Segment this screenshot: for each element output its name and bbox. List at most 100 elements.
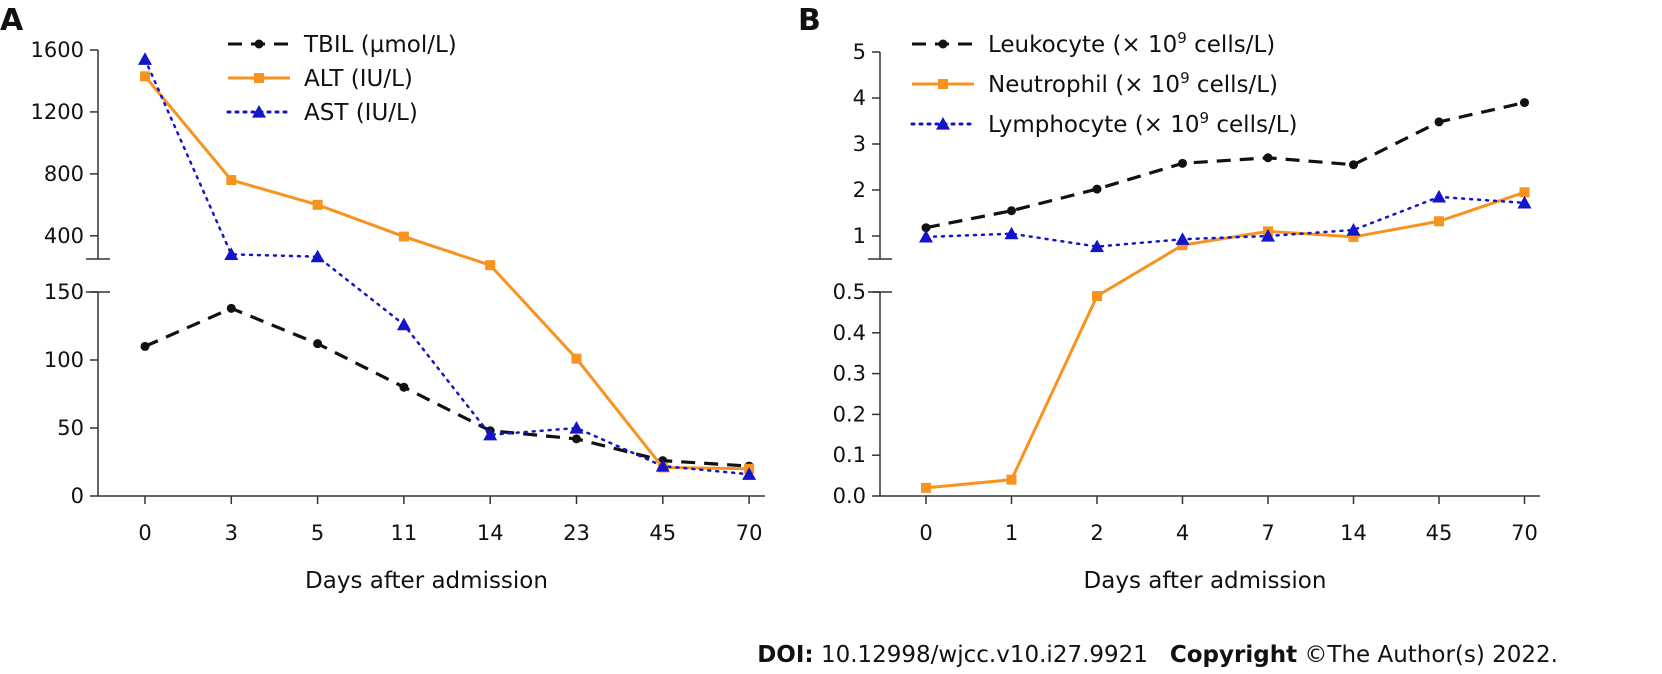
panel-a-legend-label: TBIL (µmol/L) — [303, 32, 457, 58]
panel-b-point — [1348, 231, 1359, 242]
panel-b-series-line-0 — [925, 101, 1525, 230]
panel-a-legend-marker — [252, 105, 266, 118]
panel-b-y-tick-label: 1 — [853, 224, 866, 248]
panel-b-point — [1177, 240, 1188, 251]
panel-a-point — [398, 231, 409, 242]
panel-b-y-tick-label: 0.5 — [833, 280, 866, 304]
panel-a-point — [399, 382, 409, 392]
panel-a-point — [140, 71, 150, 82]
panel-a-y-tick-label: 150 — [44, 280, 84, 304]
panel-b-legend-marker — [938, 39, 948, 49]
panel-a-letter: A — [0, 3, 24, 38]
panel-a-y-tick-label: 800 — [44, 162, 84, 186]
panel-b-legend-marker — [938, 79, 948, 89]
panel-b-point — [1263, 153, 1273, 163]
panel-b-point — [1092, 184, 1102, 194]
panel-a-series-line-0 — [144, 306, 750, 468]
panel-b-point — [1261, 229, 1275, 242]
panel-a-point — [138, 52, 152, 65]
panel-b-y-tick-label: 0.2 — [833, 402, 866, 426]
panel-b-point — [1432, 189, 1446, 203]
panel-b-y-tick-label: 2 — [853, 178, 866, 202]
panel-b-point — [1434, 117, 1444, 127]
panel-b-x-tick-label: 0 — [919, 521, 932, 545]
panel-a-point — [226, 303, 236, 313]
panel-a-point — [485, 260, 496, 271]
panel-b-x-tick-label: 1 — [1005, 521, 1018, 545]
panel-b-legend-entry: Leukocyte (× 109 cells/L) — [912, 29, 1275, 58]
panel-a-x-tick-label: 5 — [311, 521, 324, 545]
panel-a-chart: A 0 50 100 150 400 800 1200 1600 0 3 5 11 14 23 45 70 Day… — [0, 3, 765, 594]
panel-b-x-axis-title: Days after admission — [1084, 568, 1327, 594]
panel-a-point — [572, 434, 581, 444]
panel-a-y-tick-label: 1200 — [31, 100, 84, 124]
panel-a-point — [226, 175, 237, 186]
panel-a-y-tick-label: 400 — [44, 224, 84, 248]
copyright-value: ©The Author(s) 2022. — [1304, 642, 1558, 668]
panel-a-point — [140, 341, 150, 351]
panel-a-legend-entry: ALT (IU/L) — [228, 66, 413, 92]
panel-a-y-tick-label: 1600 — [31, 38, 84, 62]
panel-b-x-tick-label: 4 — [1176, 521, 1189, 545]
panel-b-legend-label: Leukocyte (× 109 cells/L) — [988, 29, 1275, 58]
panel-a-y-tick-label: 50 — [57, 416, 84, 440]
panel-a-x-tick-label: 0 — [138, 521, 151, 545]
panel-a-point — [310, 249, 325, 263]
panel-b-point — [1175, 232, 1190, 245]
panel-a-legend-marker — [254, 73, 264, 83]
panel-a-x-tick-label: 11 — [391, 521, 418, 545]
panel-a-series-line-2 — [143, 58, 751, 476]
panel-a-point — [655, 459, 670, 472]
doi-value: 10.12998/wjcc.v10.i27.9921 — [820, 642, 1148, 668]
panel-b-y-tick-label: 0.3 — [833, 362, 866, 386]
panel-a-legend-label: AST (IU/L) — [304, 100, 418, 126]
panel-b-point — [921, 482, 931, 493]
panel-b-y-tick-label: 4 — [853, 86, 866, 110]
panel-b-point — [1004, 226, 1019, 240]
panel-b-legend-marker — [936, 117, 950, 130]
panel-a-y-tick-label: 100 — [44, 348, 84, 372]
panel-a-legend-entry: AST (IU/L) — [226, 100, 418, 126]
panel-a-legend-marker — [254, 39, 264, 49]
panel-b-point — [1517, 195, 1532, 209]
panel-b-x-tick-label: 14 — [1340, 521, 1367, 545]
panel-b-y-tick-label: 0.4 — [833, 321, 866, 345]
panel-a-x-tick-label: 3 — [225, 521, 238, 545]
panel-b-legend-label: Lymphocyte (× 109 cells/L) — [988, 109, 1297, 138]
panel-b-point — [1519, 187, 1530, 198]
panel-b-point — [919, 229, 933, 243]
panel-b-legend-entry: Lymphocyte (× 109 cells/L) — [910, 109, 1297, 138]
panel-b-x-tick-label: 70 — [1511, 521, 1538, 545]
panel-a-legend-entry: TBIL (µmol/L) — [228, 32, 457, 58]
copyright-label: Copyright — [1169, 642, 1298, 668]
panel-b-point — [1092, 291, 1102, 302]
panel-a-point — [569, 421, 584, 434]
panel-a-point — [224, 247, 239, 260]
panel-a-x-tick-label: 45 — [649, 521, 676, 545]
panel-b-point — [1434, 216, 1444, 227]
panel-b-x-tick-label: 45 — [1426, 521, 1453, 545]
panel-b-point — [1178, 158, 1187, 168]
panel-b-letter: B — [798, 3, 821, 38]
panel-a-point — [313, 339, 323, 349]
panel-b-point — [1346, 223, 1361, 236]
panel-a-x-axis-title: Days after admission — [305, 568, 548, 594]
panel-b-y-tick-label: 0.0 — [833, 484, 866, 508]
panel-b-x-tick-label: 2 — [1090, 521, 1103, 545]
panel-b-point — [921, 223, 931, 233]
panel-b-point — [1007, 206, 1016, 216]
panel-a-point — [312, 199, 323, 210]
panel-b-series-line-1 — [925, 190, 1525, 490]
panel-b-y-tick-label: 3 — [853, 132, 866, 156]
panel-a-point — [571, 353, 582, 364]
panel-a-point — [742, 467, 757, 480]
doi-label: DOI: — [757, 642, 814, 668]
panel-b-x-tick-label: 7 — [1261, 521, 1274, 545]
panel-b-legend-entry: Neutrophil (× 109 cells/L) — [912, 69, 1278, 98]
panel-a-x-tick-label: 23 — [563, 521, 590, 545]
panel-b-series-line-2 — [924, 195, 1526, 248]
panel-a-point — [396, 317, 411, 331]
panel-a-x-tick-label: 70 — [736, 521, 763, 545]
panel-a-y-tick-label: 0 — [71, 484, 84, 508]
